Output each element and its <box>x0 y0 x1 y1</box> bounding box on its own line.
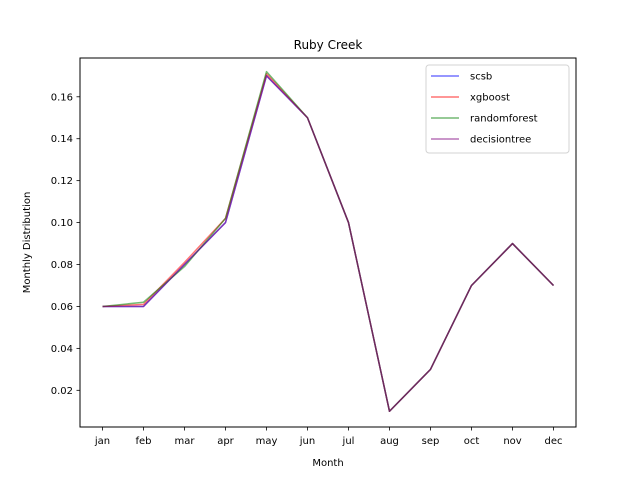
x-tick-label: feb <box>135 436 151 447</box>
y-axis-ticks: 0.02 0.04 0.06 0.08 0.10 0.12 0.14 0.16 <box>51 92 80 397</box>
x-axis-ticks: jan feb mar apr may jun jul aug sep oct nov dec <box>94 427 563 447</box>
legend: scsb xgboost randomforest decisiontree <box>425 64 570 154</box>
x-tick-label: may <box>256 436 278 447</box>
x-axis-label: Month <box>312 458 343 469</box>
x-tick-label: apr <box>217 436 234 447</box>
y-tick-label: 0.04 <box>51 344 73 355</box>
x-tick-label: aug <box>380 436 399 447</box>
y-tick-label: 0.12 <box>51 176 73 187</box>
x-tick-label: mar <box>175 436 196 447</box>
series-line-decisiontree <box>102 75 555 413</box>
x-tick-label: jan <box>94 436 110 447</box>
y-tick-label: 0.02 <box>51 386 73 397</box>
x-tick-label: jun <box>299 436 315 447</box>
y-tick-label: 0.16 <box>51 92 73 103</box>
chart-title: Ruby Creek <box>294 38 363 52</box>
y-axis-label: Monthly Distribution <box>22 192 33 294</box>
series-layer <box>102 70 555 413</box>
legend-label-scsb: scsb <box>470 72 492 83</box>
legend-box <box>425 64 570 154</box>
legend-label-xgboost: xgboost <box>470 93 510 104</box>
x-tick-label: oct <box>464 436 480 447</box>
x-tick-label: jul <box>342 436 355 447</box>
y-tick-label: 0.08 <box>51 260 73 271</box>
legend-label-decisiontree: decisiontree <box>470 135 531 146</box>
x-tick-label: sep <box>422 436 440 447</box>
y-tick-label: 0.10 <box>51 218 73 229</box>
x-tick-label: nov <box>503 436 521 447</box>
y-tick-label: 0.14 <box>51 134 73 145</box>
x-tick-label: dec <box>545 436 563 447</box>
legend-label-randomforest: randomforest <box>470 114 538 125</box>
y-tick-label: 0.06 <box>51 302 73 313</box>
plot-frame <box>79 57 577 428</box>
